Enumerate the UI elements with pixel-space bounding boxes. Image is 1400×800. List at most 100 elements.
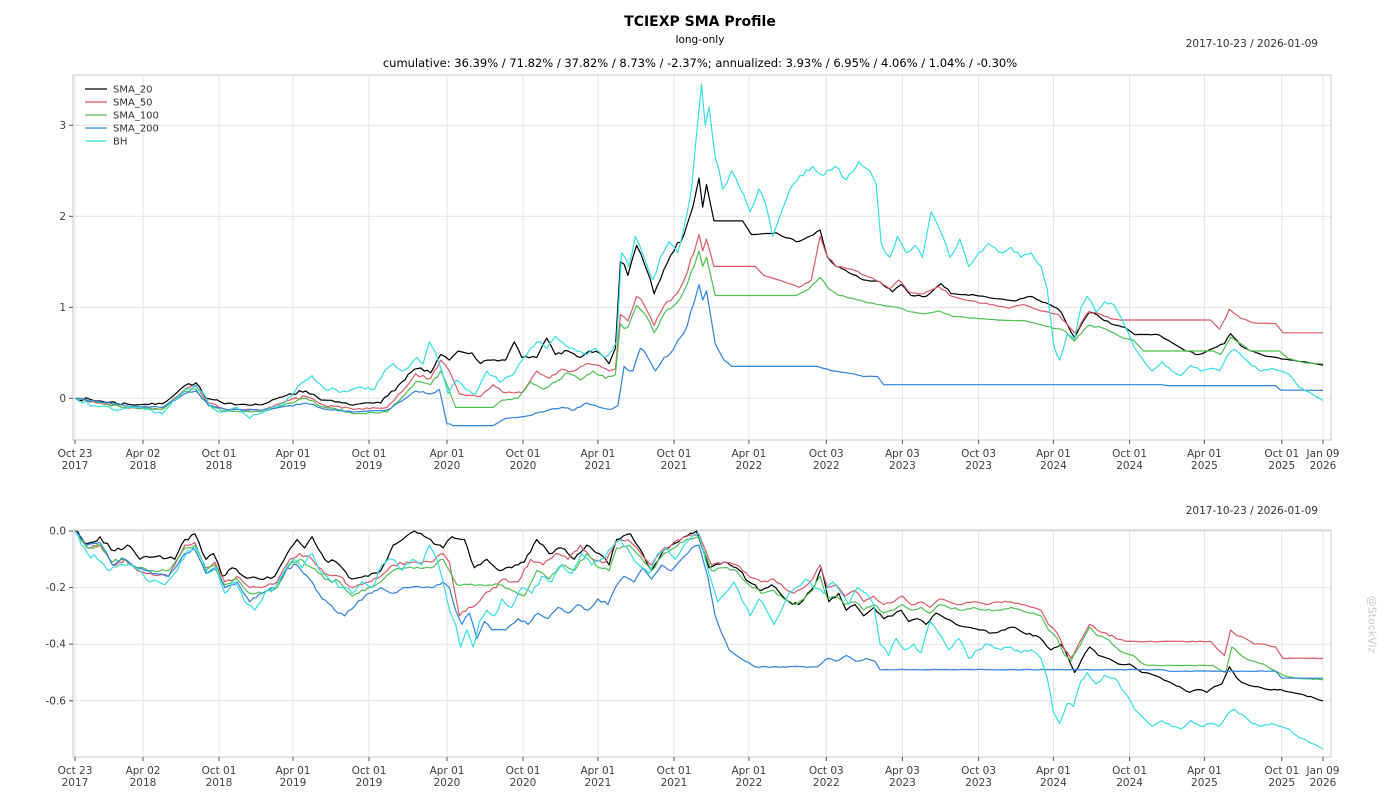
series-line-SMA_100 <box>74 250 1324 415</box>
x-axis-tick-label-year: 2022 <box>813 460 840 472</box>
y-axis-tick-label: -0.4 <box>46 639 67 651</box>
series-line-BH <box>74 83 1324 419</box>
x-axis-tick-label-date: Oct 03 <box>809 448 844 460</box>
x-axis-tick-label-date: Apr 02 <box>126 765 161 777</box>
y-axis-tick-label: 0.0 <box>49 526 66 538</box>
series-lines <box>74 530 1324 750</box>
x-axis-tick-label-year: 2026 <box>1310 460 1337 472</box>
x-axis-tick-label-year: 2018 <box>206 460 233 472</box>
y-axis-tick-label: 2 <box>59 211 66 223</box>
x-axis-tick-label-date: Jan 09 <box>1306 765 1340 777</box>
x-axis-tick-label-year: 2018 <box>206 777 233 789</box>
x-axis-tick-label-year: 2022 <box>813 777 840 789</box>
x-axis-tick-label-year: 2019 <box>280 777 307 789</box>
x-axis-tick-label-date: Apr 02 <box>126 448 161 460</box>
y-axis-tick-label: 0 <box>59 393 66 405</box>
axis-ticks <box>69 124 1324 444</box>
legend-label-SMA_100: SMA_100 <box>113 111 159 122</box>
legend-label-BH: BH <box>113 137 127 148</box>
x-axis-tick-label-year: 2023 <box>889 460 916 472</box>
x-axis-tick-label-date: Oct 23 <box>58 765 93 777</box>
x-axis-tick-label-date: Apr 01 <box>1036 448 1071 460</box>
x-axis-tick-label-date: Oct 01 <box>506 765 541 777</box>
x-axis-tick-label-date: Apr 03 <box>885 448 920 460</box>
x-axis-tick-label-year: 2021 <box>661 460 688 472</box>
x-axis-tick-label-year: 2024 <box>1116 460 1143 472</box>
gridlines <box>73 75 1331 440</box>
x-axis-tick-label-date: Apr 01 <box>276 765 311 777</box>
plot-border <box>72 529 1332 758</box>
x-axis-tick-label-date: Oct 23 <box>58 448 93 460</box>
x-axis-tick-label-year: 2021 <box>661 777 688 789</box>
x-axis-tick-label-date: Apr 01 <box>731 765 766 777</box>
x-axis-tick-label-year: 2017 <box>62 460 89 472</box>
x-axis-tick-label-year: 2020 <box>510 777 537 789</box>
x-axis-tick-label-year: 2024 <box>1040 777 1067 789</box>
y-axis-tick-label: 3 <box>59 120 66 132</box>
x-axis-tick-label-date: Oct 01 <box>657 765 692 777</box>
x-axis-tick-label-year: 2020 <box>510 460 537 472</box>
x-axis-tick-label-date: Oct 01 <box>1264 765 1299 777</box>
legend-label-SMA_50: SMA_50 <box>113 98 153 109</box>
chart-subtitle: long-only <box>675 34 725 46</box>
stockviz-watermark: @StockViz <box>1365 595 1379 654</box>
x-axis-tick-label-date: Oct 01 <box>1264 448 1299 460</box>
x-axis-tick-label-year: 2019 <box>280 460 307 472</box>
x-axis-tick-label-date: Oct 01 <box>506 448 541 460</box>
x-axis-tick-label-year: 2019 <box>356 777 383 789</box>
x-axis-tick-label-year: 2019 <box>356 460 383 472</box>
y-axis-tick-label: 1 <box>59 302 66 314</box>
x-axis-tick-label-year: 2024 <box>1116 777 1143 789</box>
x-axis-tick-label-year: 2025 <box>1268 777 1295 789</box>
x-axis-tick-label-year: 2018 <box>130 777 157 789</box>
date-range-top-chart: 2017-10-23 / 2026-01-09 <box>1185 38 1318 50</box>
x-axis-tick-label-date: Apr 01 <box>580 448 615 460</box>
x-axis-tick-label-year: 2023 <box>965 460 992 472</box>
legend-label-SMA_200: SMA_200 <box>113 124 159 135</box>
x-axis-tick-label-year: 2022 <box>736 777 763 789</box>
x-axis-tick-label-year: 2025 <box>1268 460 1295 472</box>
series-line-SMA_20 <box>74 177 1324 406</box>
x-axis-tick-label-year: 2020 <box>434 777 461 789</box>
x-axis-tick-label-year: 2021 <box>585 460 612 472</box>
x-axis-tick-label-date: Apr 01 <box>1187 765 1222 777</box>
series-line-SMA_200 <box>74 284 1323 427</box>
series-line-SMA_20 <box>74 530 1324 702</box>
x-axis-tick-label-date: Oct 03 <box>961 765 996 777</box>
x-axis-tick-label-date: Oct 01 <box>352 765 387 777</box>
x-axis-tick-label-date: Jan 09 <box>1306 448 1340 460</box>
x-axis-tick-label-date: Apr 01 <box>580 765 615 777</box>
x-axis-tick-label-date: Oct 01 <box>1112 448 1147 460</box>
x-axis-tick-label-date: Apr 01 <box>1036 765 1071 777</box>
x-axis-tick-label-year: 2022 <box>736 460 763 472</box>
series-line-SMA_50 <box>74 530 1324 660</box>
date-range-bottom-chart: 2017-10-23 / 2026-01-09 <box>1185 505 1318 517</box>
x-axis-tick-label-date: Apr 01 <box>1187 448 1222 460</box>
x-axis-tick-label-date: Oct 03 <box>961 448 996 460</box>
y-axis-tick-label: -0.6 <box>46 695 67 707</box>
x-axis-tick-label-date: Oct 01 <box>1112 765 1147 777</box>
x-axis-tick-label-date: Apr 01 <box>430 448 465 460</box>
plot-border <box>72 74 1332 441</box>
x-axis-tick-label-year: 2025 <box>1191 460 1218 472</box>
axis-ticks <box>69 530 1324 761</box>
x-axis-tick-label-date: Oct 01 <box>202 765 237 777</box>
x-axis-tick-label-year: 2018 <box>130 460 157 472</box>
series-line-SMA_100 <box>74 530 1324 681</box>
legend-label-SMA_20: SMA_20 <box>113 85 153 96</box>
x-axis-tick-label-year: 2017 <box>62 777 89 789</box>
x-axis-tick-label-year: 2021 <box>585 777 612 789</box>
x-axis-tick-label-date: Oct 01 <box>352 448 387 460</box>
x-axis-tick-label-date: Apr 03 <box>885 765 920 777</box>
y-axis-tick-label: -0.2 <box>46 582 67 594</box>
x-axis-tick-label-date: Apr 01 <box>276 448 311 460</box>
x-axis-tick-label-year: 2025 <box>1191 777 1218 789</box>
x-axis-tick-label-date: Oct 03 <box>809 765 844 777</box>
x-axis-tick-label-date: Apr 01 <box>430 765 465 777</box>
